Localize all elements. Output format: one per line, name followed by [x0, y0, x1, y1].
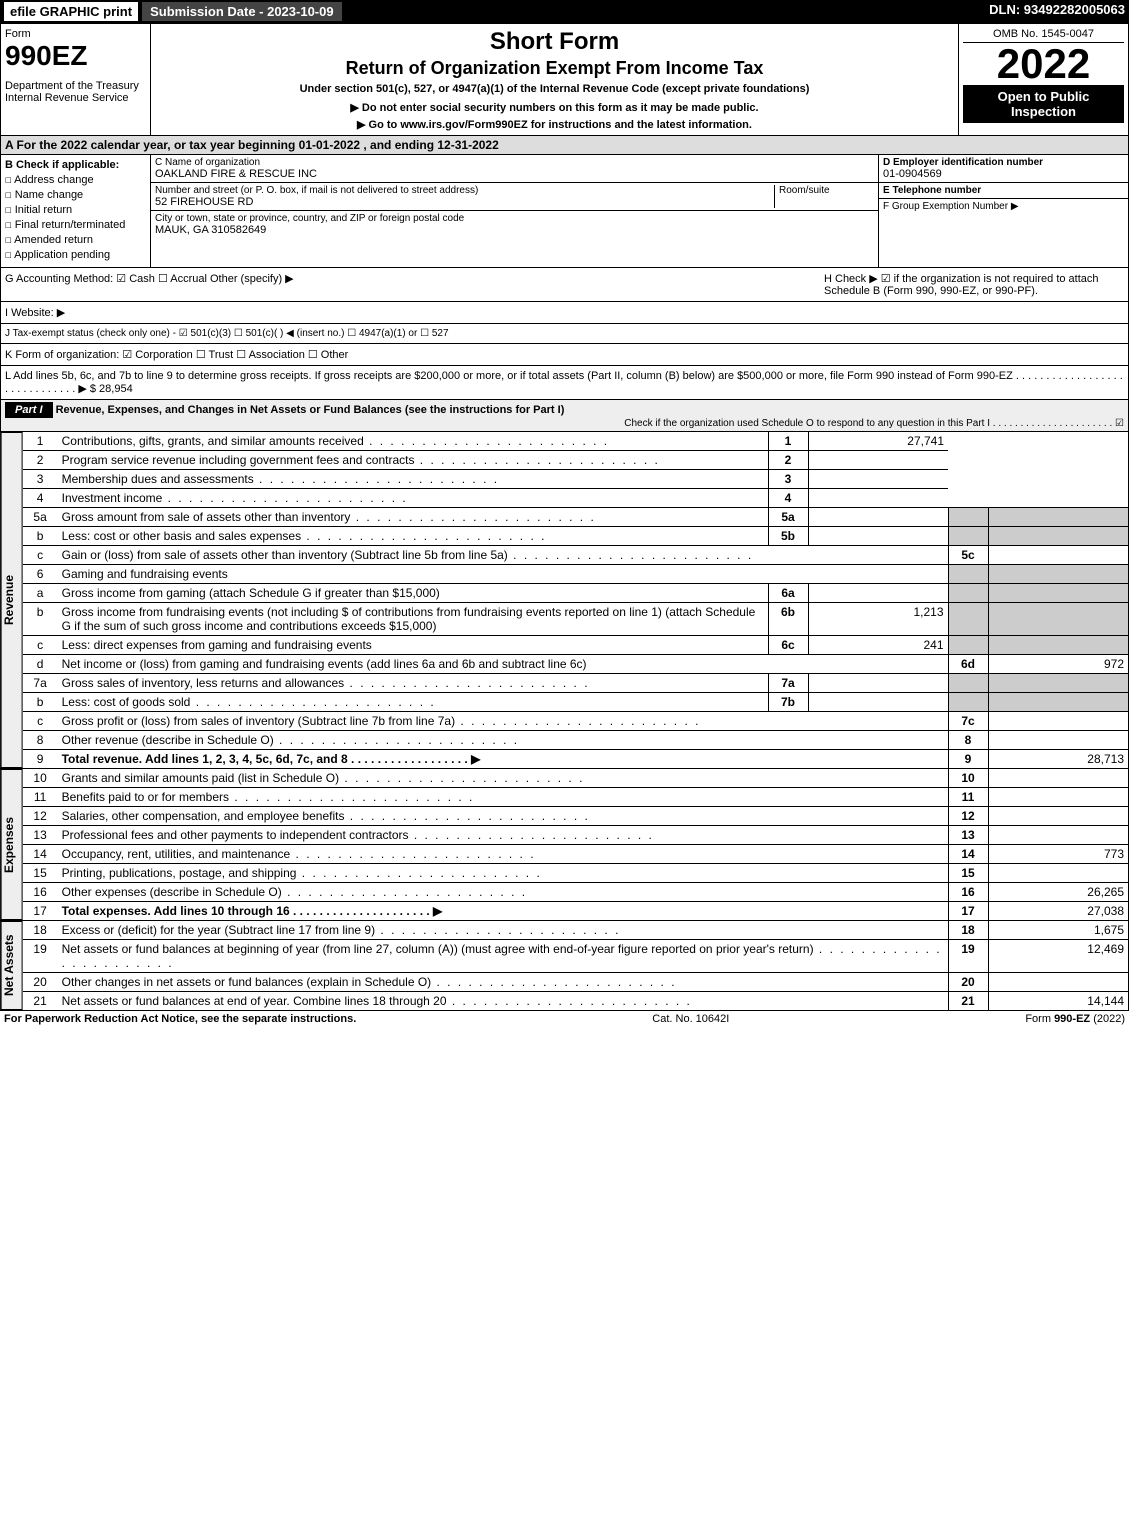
- expenses-vert-label: Expenses: [1, 769, 23, 920]
- part1-sub: Check if the organization used Schedule …: [5, 418, 1124, 429]
- form-header: Form 990EZ Department of the Treasury In…: [0, 23, 1129, 136]
- revenue-vert-label: Revenue: [1, 432, 23, 768]
- footer-right: Form 990-EZ (2022): [1025, 1013, 1125, 1025]
- chk-final[interactable]: ☐ Final return/terminated: [5, 218, 146, 231]
- title-return: Return of Organization Exempt From Incom…: [155, 58, 954, 79]
- section-a: A For the 2022 calendar year, or tax yea…: [0, 136, 1129, 155]
- info-grid: B Check if applicable: ☐ Address change …: [0, 155, 1129, 268]
- name-label: C Name of organization: [155, 157, 874, 168]
- part1-label: Part I: [5, 402, 53, 418]
- netassets-vert-label: Net Assets: [1, 921, 23, 1010]
- line-17: 17Total expenses. Add lines 10 through 1…: [23, 902, 1128, 921]
- tel-label: E Telephone number: [879, 183, 1128, 199]
- efile-button[interactable]: efile GRAPHIC print: [4, 2, 138, 21]
- line-18: 18Excess or (deficit) for the year (Subt…: [23, 921, 1128, 940]
- addr-label: Number and street (or P. O. box, if mail…: [155, 185, 774, 196]
- page-footer: For Paperwork Reduction Act Notice, see …: [0, 1011, 1129, 1027]
- ein-value: 01-0904569: [883, 168, 1124, 180]
- col-b-title: B Check if applicable:: [5, 159, 146, 171]
- form-label: Form: [5, 28, 146, 40]
- line-13: 13Professional fees and other payments t…: [23, 826, 1128, 845]
- irs-label: Internal Revenue Service: [5, 92, 146, 104]
- form-number: 990EZ: [5, 40, 146, 72]
- city-label: City or town, state or province, country…: [155, 213, 874, 224]
- line-4: 4Investment income4: [23, 489, 1128, 508]
- note-ssn: ▶ Do not enter social security numbers o…: [155, 101, 954, 114]
- expenses-section: Expenses 10Grants and similar amounts pa…: [0, 769, 1129, 921]
- line-14: 14Occupancy, rent, utilities, and mainte…: [23, 845, 1128, 864]
- row-i: I Website: ▶: [0, 302, 1129, 324]
- top-bar: efile GRAPHIC print Submission Date - 20…: [0, 0, 1129, 23]
- col-b: B Check if applicable: ☐ Address change …: [1, 155, 151, 267]
- part1-title: Revenue, Expenses, and Changes in Net As…: [56, 404, 565, 416]
- row-l: L Add lines 5b, 6c, and 7b to line 9 to …: [0, 366, 1129, 400]
- part1-header: Part I Revenue, Expenses, and Changes in…: [0, 400, 1129, 432]
- tax-year: 2022: [963, 43, 1124, 85]
- line-3: 3Membership dues and assessments3: [23, 470, 1128, 489]
- line-8: 8Other revenue (describe in Schedule O)8: [23, 731, 1128, 750]
- submission-date: Submission Date - 2023-10-09: [142, 2, 342, 21]
- line-6b: bGross income from fundraising events (n…: [23, 603, 1128, 636]
- org-name: OAKLAND FIRE & RESCUE INC: [155, 168, 874, 180]
- subtitle: Under section 501(c), 527, or 4947(a)(1)…: [155, 83, 954, 95]
- line-16: 16Other expenses (describe in Schedule O…: [23, 883, 1128, 902]
- accounting-method: G Accounting Method: ☑ Cash ☐ Accrual Ot…: [5, 272, 824, 297]
- line-1: 1Contributions, gifts, grants, and simil…: [23, 432, 1128, 451]
- note-goto: ▶ Go to www.irs.gov/Form990EZ for instru…: [155, 118, 954, 131]
- org-address: 52 FIREHOUSE RD: [155, 196, 774, 208]
- chk-name[interactable]: ☐ Name change: [5, 188, 146, 201]
- dln: DLN: 93492282005063: [989, 2, 1125, 21]
- footer-left: For Paperwork Reduction Act Notice, see …: [4, 1013, 356, 1025]
- chk-initial[interactable]: ☐ Initial return: [5, 203, 146, 216]
- revenue-section: Revenue 1Contributions, gifts, grants, a…: [0, 432, 1129, 769]
- ein-label: D Employer identification number: [883, 157, 1124, 168]
- line-21: 21Net assets or fund balances at end of …: [23, 992, 1128, 1011]
- room-label: Room/suite: [774, 185, 874, 208]
- footer-center: Cat. No. 10642I: [652, 1013, 729, 1025]
- col-c: C Name of organization OAKLAND FIRE & RE…: [151, 155, 878, 267]
- line-11: 11Benefits paid to or for members11: [23, 788, 1128, 807]
- dept-label: Department of the Treasury: [5, 80, 146, 92]
- line-20: 20Other changes in net assets or fund ba…: [23, 973, 1128, 992]
- line-6a: aGross income from gaming (attach Schedu…: [23, 584, 1128, 603]
- open-public: Open to Public Inspection: [963, 85, 1124, 123]
- chk-pending[interactable]: ☐ Application pending: [5, 248, 146, 261]
- line-9: 9Total revenue. Add lines 1, 2, 3, 4, 5c…: [23, 750, 1128, 769]
- line-6c: cLess: direct expenses from gaming and f…: [23, 636, 1128, 655]
- line-15: 15Printing, publications, postage, and s…: [23, 864, 1128, 883]
- line-2: 2Program service revenue including gover…: [23, 451, 1128, 470]
- website: I Website: ▶: [5, 306, 65, 319]
- group-exemption: F Group Exemption Number ▶: [879, 199, 1128, 214]
- chk-amended[interactable]: ☐ Amended return: [5, 233, 146, 246]
- row-gh: G Accounting Method: ☑ Cash ☐ Accrual Ot…: [0, 268, 1129, 302]
- line-6: 6Gaming and fundraising events: [23, 565, 1128, 584]
- col-d: D Employer identification number 01-0904…: [878, 155, 1128, 267]
- line-7a: 7aGross sales of inventory, less returns…: [23, 674, 1128, 693]
- line-12: 12Salaries, other compensation, and empl…: [23, 807, 1128, 826]
- line-7c: cGross profit or (loss) from sales of in…: [23, 712, 1128, 731]
- line-10: 10Grants and similar amounts paid (list …: [23, 769, 1128, 788]
- chk-address[interactable]: ☐ Address change: [5, 173, 146, 186]
- line-5a: 5aGross amount from sale of assets other…: [23, 508, 1128, 527]
- line-5b: bLess: cost or other basis and sales exp…: [23, 527, 1128, 546]
- title-short-form: Short Form: [155, 28, 954, 56]
- line-5c: cGain or (loss) from sale of assets othe…: [23, 546, 1128, 565]
- line-6d: dNet income or (loss) from gaming and fu…: [23, 655, 1128, 674]
- line-7b: bLess: cost of goods sold7b: [23, 693, 1128, 712]
- schedule-b-check: H Check ▶ ☑ if the organization is not r…: [824, 272, 1124, 297]
- org-city: MAUK, GA 310582649: [155, 224, 874, 236]
- line-19: 19Net assets or fund balances at beginni…: [23, 940, 1128, 973]
- row-j: J Tax-exempt status (check only one) - ☑…: [0, 324, 1129, 344]
- netassets-section: Net Assets 18Excess or (deficit) for the…: [0, 921, 1129, 1011]
- row-k: K Form of organization: ☑ Corporation ☐ …: [0, 344, 1129, 366]
